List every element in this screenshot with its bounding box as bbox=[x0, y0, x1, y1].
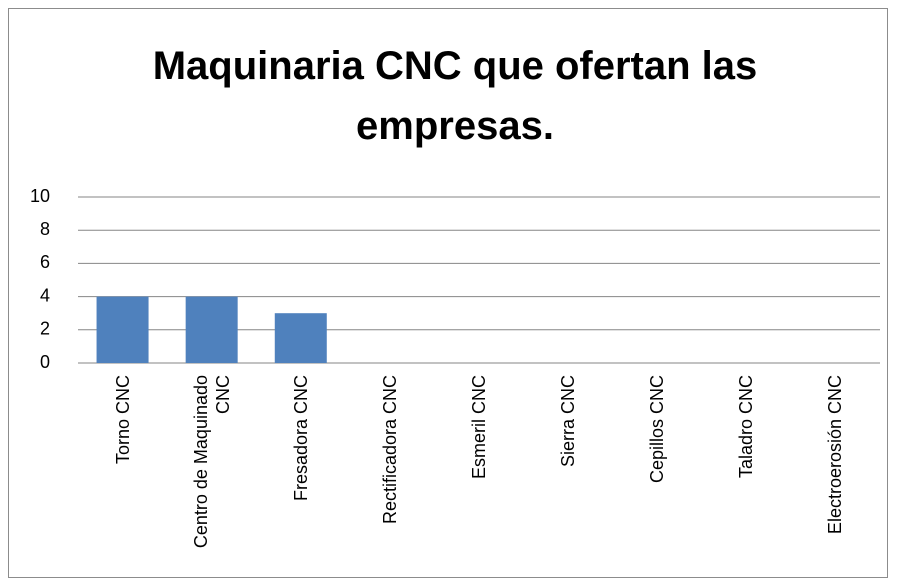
x-tick-label: Rectificadora CNC bbox=[379, 375, 400, 525]
bar bbox=[96, 296, 149, 363]
x-tick-label: Cepillos CNC bbox=[647, 375, 668, 484]
x-tick-label: Taladro CNC bbox=[736, 375, 757, 479]
bar bbox=[274, 313, 327, 363]
y-tick-label: 4 bbox=[40, 285, 50, 305]
x-tick-label: Sierra CNC bbox=[558, 375, 579, 468]
chart-title: Maquinaria CNC que ofertan las empresas. bbox=[152, 44, 758, 148]
x-tick-label: Esmeril CNC bbox=[469, 375, 489, 480]
x-tick-label: Electroerosión CNC bbox=[825, 375, 846, 535]
y-tick-label: 2 bbox=[40, 319, 50, 339]
x-tick-label: Torno CNC bbox=[112, 375, 133, 465]
y-tick-label: 8 bbox=[40, 219, 50, 239]
x-tick-label: Fresadora CNC bbox=[290, 375, 311, 502]
y-tick-label: 0 bbox=[40, 352, 50, 372]
y-tick-label: 6 bbox=[40, 252, 50, 272]
x-tick-label: Centro de Maquinado CNC bbox=[190, 375, 233, 549]
y-tick-label: 10 bbox=[30, 186, 50, 206]
bar bbox=[185, 296, 238, 363]
